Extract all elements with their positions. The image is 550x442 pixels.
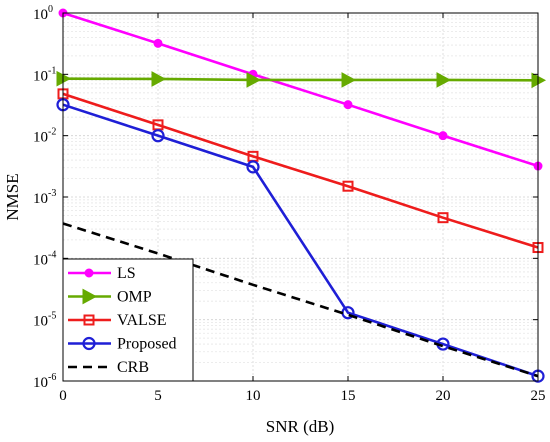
- y-tick-label: 100: [33, 4, 53, 23]
- series-crb: [62, 222, 539, 378]
- legend: LS OMP VALSE Proposed CRB: [62, 258, 194, 382]
- point-valse: [342, 180, 354, 192]
- y-tick-label: 10-6: [33, 372, 56, 391]
- point-ls: [153, 38, 163, 48]
- point-ls: [438, 131, 448, 141]
- series-line-proposed: [62, 103, 539, 378]
- x-tick-label: 0: [59, 388, 67, 404]
- point-valse: [437, 212, 449, 224]
- legend-marker-omp: [82, 288, 98, 305]
- y-tick-label: 10-1: [33, 65, 56, 84]
- point-omp: [436, 72, 452, 88]
- legend-label-valse: VALSE: [117, 312, 167, 329]
- y-tick-label: 10-3: [33, 188, 56, 207]
- x-tick-label: 20: [436, 388, 451, 404]
- legend-marker-proposed: [82, 336, 96, 351]
- point-ls: [343, 100, 353, 110]
- legend-label-proposed: Proposed: [117, 336, 177, 353]
- point-proposed: [151, 129, 165, 143]
- series-line-valse: [62, 92, 539, 249]
- point-omp: [341, 72, 357, 88]
- x-tick-label: 5: [154, 388, 162, 404]
- point-omp: [151, 71, 167, 87]
- x-tick-label: 10: [246, 388, 261, 404]
- x-tick-label: 25: [531, 388, 546, 404]
- x-tick-labels: 0 5 10 15 20 25: [59, 388, 545, 404]
- legend-marker-valse: [83, 314, 95, 326]
- x-axis-label: SNR (dB): [266, 417, 334, 436]
- y-tick-label: 10-4: [33, 249, 56, 268]
- y-tick-label: 10-5: [33, 311, 56, 330]
- series-line-omp: [62, 77, 539, 82]
- x-tick-label: 15: [341, 388, 356, 404]
- legend-label-ls: LS: [117, 265, 136, 282]
- legend-label-omp: OMP: [117, 289, 152, 306]
- y-tick-labels: 10-6 10-5 10-4 10-3 10-2 10-1 100: [33, 4, 56, 391]
- point-omp: [246, 72, 262, 88]
- y-axis-label: NMSE: [3, 173, 22, 220]
- y-tick-label: 10-2: [33, 127, 56, 146]
- point-proposed: [246, 160, 260, 174]
- legend-label-crb: CRB: [117, 359, 149, 376]
- series-line-crb: [62, 222, 539, 378]
- legend-marker-ls: [84, 268, 94, 278]
- series-line-ls: [62, 11, 539, 168]
